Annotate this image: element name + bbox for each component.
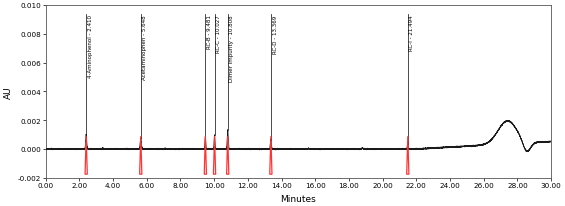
X-axis label: Minutes: Minutes <box>280 194 316 202</box>
Text: 4-Aminophenol - 2.410: 4-Aminophenol - 2.410 <box>88 15 93 78</box>
Y-axis label: AU: AU <box>3 86 12 98</box>
Text: RC-I - 21.494: RC-I - 21.494 <box>410 15 415 51</box>
Text: Dimer Impurity - 10.808: Dimer Impurity - 10.808 <box>229 15 234 82</box>
Text: RC-D - 13.369: RC-D - 13.369 <box>272 15 277 53</box>
Text: RC-C - 10.027: RC-C - 10.027 <box>216 15 221 53</box>
Text: RC-B - 9.481: RC-B - 9.481 <box>207 15 212 49</box>
Text: Acetaminophen - 5.648: Acetaminophen - 5.648 <box>142 15 147 80</box>
